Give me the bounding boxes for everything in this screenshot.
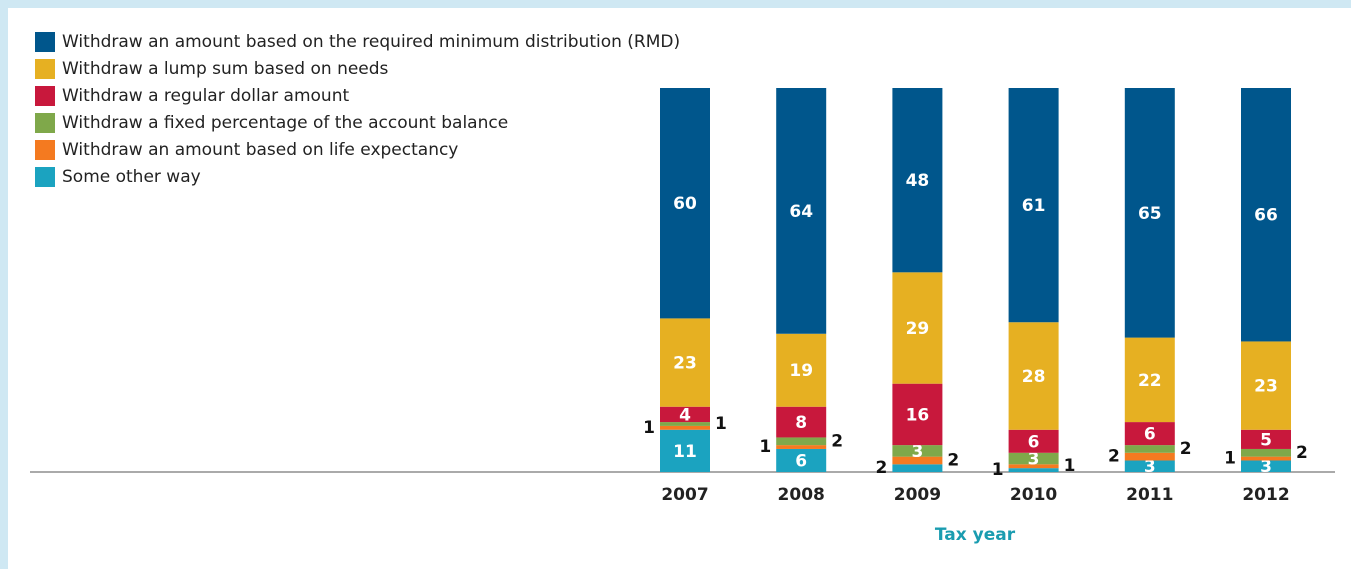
bar-segment — [1241, 429, 1291, 449]
legend-swatch — [35, 113, 55, 133]
value-label: 61 — [1022, 196, 1046, 216]
bar-segment — [1124, 452, 1175, 461]
value-label: 2 — [876, 458, 888, 478]
value-label: 3 — [911, 442, 923, 462]
bar-segment — [1008, 88, 1059, 323]
bar-segment — [892, 272, 943, 384]
value-label: 23 — [673, 354, 697, 374]
x-tick-label: 2010 — [1010, 485, 1057, 505]
value-label: 1 — [1224, 449, 1236, 469]
bar-segment — [892, 456, 943, 465]
legend-label: Withdraw a lump sum based on needs — [62, 59, 389, 79]
legend-swatch — [35, 167, 55, 187]
bar-segment — [1124, 337, 1175, 423]
value-label: 64 — [789, 202, 813, 222]
bar-segment — [892, 445, 943, 457]
x-tick-label: 2011 — [1126, 485, 1173, 505]
bar-segment — [1241, 88, 1291, 342]
bar-segment — [1124, 88, 1175, 338]
value-label: 1 — [759, 437, 771, 457]
bar-segment — [1241, 341, 1291, 430]
value-label: 6 — [795, 451, 807, 471]
bar-segment — [892, 383, 943, 446]
bar-segment — [660, 425, 710, 430]
value-label: 22 — [1138, 371, 1162, 391]
bar-segment — [660, 429, 710, 472]
value-label: 1 — [1064, 456, 1076, 476]
value-label: 60 — [673, 194, 697, 214]
bar-segment — [776, 88, 827, 334]
bar-segment — [776, 445, 827, 449]
bar-segment — [1241, 456, 1291, 461]
bar-segment — [660, 406, 710, 423]
bar-segment — [892, 88, 943, 273]
legend-swatch — [35, 32, 55, 52]
bar-segment — [892, 464, 943, 472]
bar-segment — [776, 333, 827, 407]
legend-swatch — [35, 86, 55, 106]
value-label: 5 — [1260, 430, 1272, 450]
value-label: 19 — [789, 361, 813, 381]
value-label: 65 — [1138, 204, 1162, 224]
bar-segment — [1008, 468, 1059, 472]
value-label: 3 — [1028, 450, 1040, 470]
value-label: 6 — [1028, 432, 1040, 452]
legend-swatch — [35, 59, 55, 79]
x-tick-label: 2009 — [894, 485, 941, 505]
value-label: 2 — [1296, 443, 1308, 463]
bar-segment — [1124, 445, 1175, 453]
bar-segment — [660, 88, 710, 319]
bar-segment — [1008, 464, 1059, 469]
value-label: 29 — [906, 319, 930, 339]
bar-segment — [660, 318, 710, 407]
bar-segment — [1008, 322, 1059, 430]
value-label: 4 — [679, 405, 691, 425]
value-label: 23 — [1254, 377, 1278, 397]
value-label: 1 — [715, 414, 727, 434]
legend-label: Withdraw an amount based on life expecta… — [62, 140, 458, 160]
bar-segment — [776, 437, 827, 446]
value-label: 16 — [906, 405, 930, 425]
bar-segment — [776, 448, 827, 472]
bar-segment — [1008, 429, 1059, 453]
legend-swatch — [35, 140, 55, 160]
bar-segment — [1124, 422, 1175, 446]
legend-label: Withdraw a regular dollar amount — [62, 86, 349, 106]
bar-segment — [1241, 448, 1291, 457]
x-axis-label: Tax year — [935, 525, 1016, 545]
value-label: 2 — [831, 431, 843, 451]
value-label: 2 — [947, 450, 959, 470]
value-label: 6 — [1144, 425, 1156, 445]
legend-label: Some other way — [62, 167, 201, 187]
value-label: 2 — [1180, 439, 1192, 459]
value-label: 48 — [906, 171, 930, 191]
x-tick-label: 2008 — [778, 485, 825, 505]
value-label: 3 — [1144, 457, 1156, 477]
value-label: 1 — [992, 460, 1004, 480]
value-label: 1 — [643, 418, 655, 438]
value-label: 2 — [1108, 447, 1120, 467]
bar-segment — [776, 406, 827, 438]
value-label: 11 — [673, 442, 697, 462]
bar-segment — [1241, 460, 1291, 472]
x-tick-label: 2012 — [1242, 485, 1289, 505]
value-label: 28 — [1022, 367, 1046, 387]
legend-label: Withdraw a fixed percentage of the accou… — [62, 113, 508, 133]
value-label: 3 — [1260, 457, 1272, 477]
bar-segment — [1124, 460, 1175, 472]
bar-segment — [660, 422, 710, 426]
value-label: 66 — [1254, 206, 1278, 226]
x-tick-label: 2007 — [661, 485, 708, 505]
value-label: 8 — [795, 413, 807, 433]
bar-segment — [1008, 452, 1059, 465]
legend-label: Withdraw an amount based on the required… — [62, 32, 680, 52]
